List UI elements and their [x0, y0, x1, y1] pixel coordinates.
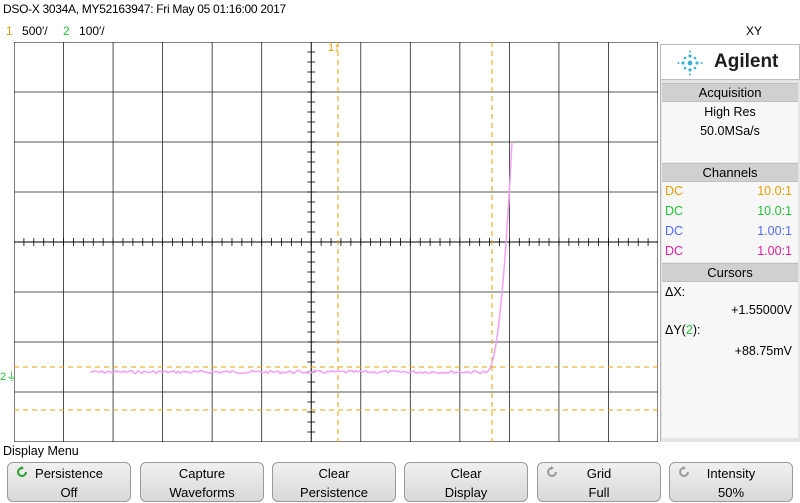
rotate-icon — [17, 466, 27, 477]
softkey-persistence-off[interactable]: Persistence Off — [7, 462, 131, 502]
channels-heading[interactable]: Channels — [662, 163, 798, 182]
softkey-line2: Persistence — [300, 485, 368, 500]
delta-x-label: ΔX: — [665, 285, 686, 299]
ch2-scale: 100′/ — [79, 24, 105, 38]
softkey-line1: Clear — [450, 466, 482, 481]
acquisition-pane: High Res 50.0MSa/s — [662, 102, 798, 162]
delta-x-value: +1.55000V — [731, 303, 792, 317]
graticule-ticks — [14, 42, 658, 442]
acquisition-mode: High Res — [704, 105, 756, 119]
softkey-grid-full[interactable]: Grid Full — [537, 462, 661, 502]
ch2-number: 2 — [62, 24, 70, 38]
xy-trace — [89, 141, 513, 375]
softkey-intensity-50-[interactable]: Intensity 50% — [669, 462, 793, 502]
delta-y-label-suffix: ): — [692, 323, 701, 337]
softkey-clear-persistence[interactable]: Clear Persistence — [272, 462, 396, 502]
ground-icon: ⏚ — [6, 371, 18, 383]
rotate-icon — [679, 466, 689, 477]
softkey-line1: Persistence — [35, 466, 103, 481]
window-title: DSO-X 3034A, MY52163947: Fri May 05 01:1… — [3, 2, 286, 16]
channel-4-coupling: DC — [665, 244, 684, 258]
waveform-display[interactable] — [14, 42, 658, 442]
softkey-line1: Grid — [586, 466, 612, 481]
channel-2-probe: 10.0:1 — [757, 204, 792, 218]
timebase-mode: XY — [745, 24, 762, 38]
ch1-position-marker[interactable]: 1↕ — [328, 42, 340, 54]
delta-y-label-prefix: ΔY( — [665, 323, 686, 337]
softkey-line1: Capture — [178, 466, 226, 481]
ch1-scale: 500′/ — [22, 24, 48, 38]
softkey-line2: Full — [588, 485, 610, 500]
arrow-down-icon: ↕ — [334, 42, 340, 54]
channel-scale-bar: 1 500′/ 2 100′/ — [6, 24, 111, 38]
channel-1-coupling: DC — [665, 184, 684, 198]
rotate-icon — [547, 466, 557, 477]
softkey-capture-waveforms[interactable]: Capture Waveforms — [140, 462, 264, 502]
agilent-spark-icon — [677, 50, 703, 76]
channels-pane: DC 10.0:1 DC 10.0:1 DC 1.00:1 DC 1.00:1 — [662, 182, 798, 262]
ch2-position-marker[interactable]: 2⏚ — [0, 368, 17, 384]
softkey-line2: Off — [60, 485, 78, 500]
channel-4-probe: 1.00:1 — [757, 244, 792, 258]
cursors-heading[interactable]: Cursors — [662, 263, 798, 282]
sample-rate: 50.0MSa/s — [700, 124, 760, 138]
softkey-line2: Display — [444, 485, 488, 500]
delta-y-value: +88.75mV — [734, 344, 792, 358]
channel-1-probe: 10.0:1 — [757, 184, 792, 198]
ch1-marker-label: 1 — [328, 42, 335, 54]
brand-logo: Agilent — [660, 44, 800, 80]
softkey-line1: Intensity — [706, 466, 756, 481]
channel-3-coupling: DC — [665, 224, 684, 238]
delta-y-channel: 2 — [685, 323, 693, 337]
cursors-pane: ΔX: +1.55000V ΔY(2): +88.75mV — [662, 282, 798, 438]
delta-y-label: ΔY(2): — [665, 323, 700, 337]
softkey-line1: Clear — [318, 466, 350, 481]
menu-title: Display Menu — [3, 444, 79, 458]
ch1-number: 1 — [6, 24, 13, 38]
softkey-clear-display[interactable]: Clear Display — [404, 462, 528, 502]
softkey-line2: Waveforms — [169, 485, 235, 500]
channel-2-coupling: DC — [665, 204, 684, 218]
channel-3-probe: 1.00:1 — [757, 224, 792, 238]
brand-name: Agilent — [714, 51, 779, 72]
softkey-line2: 50% — [717, 485, 745, 500]
acquisition-heading[interactable]: Acquisition — [662, 83, 798, 102]
ch2-marker-label: 2 — [0, 371, 7, 383]
